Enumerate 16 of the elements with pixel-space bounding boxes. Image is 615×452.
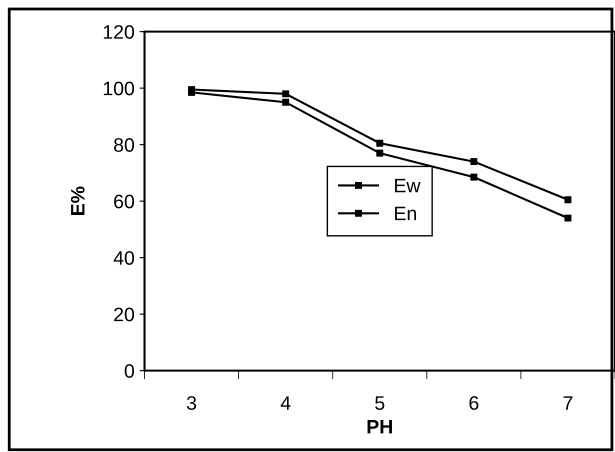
y-tick-label: 60 (114, 194, 134, 208)
x-tick-label: 5 (375, 396, 384, 410)
legend-label: En (395, 206, 416, 220)
x-tick-label: 3 (186, 396, 196, 410)
y-tick-label: 40 (114, 251, 134, 265)
legend-label: Ew (395, 178, 421, 192)
x-axis-title: PH (368, 420, 392, 434)
x-tick-label: 7 (564, 396, 572, 410)
x-tick-label: 6 (469, 396, 478, 410)
y-tick-label: 100 (104, 82, 134, 96)
y-tick-label: 80 (114, 138, 134, 152)
y-axis-title: E% (70, 186, 85, 215)
y-tick-label: 120 (104, 25, 134, 39)
y-tick-label: 0 (124, 364, 134, 378)
x-tick-label: 4 (280, 396, 291, 410)
y-tick-label: 20 (114, 308, 134, 322)
